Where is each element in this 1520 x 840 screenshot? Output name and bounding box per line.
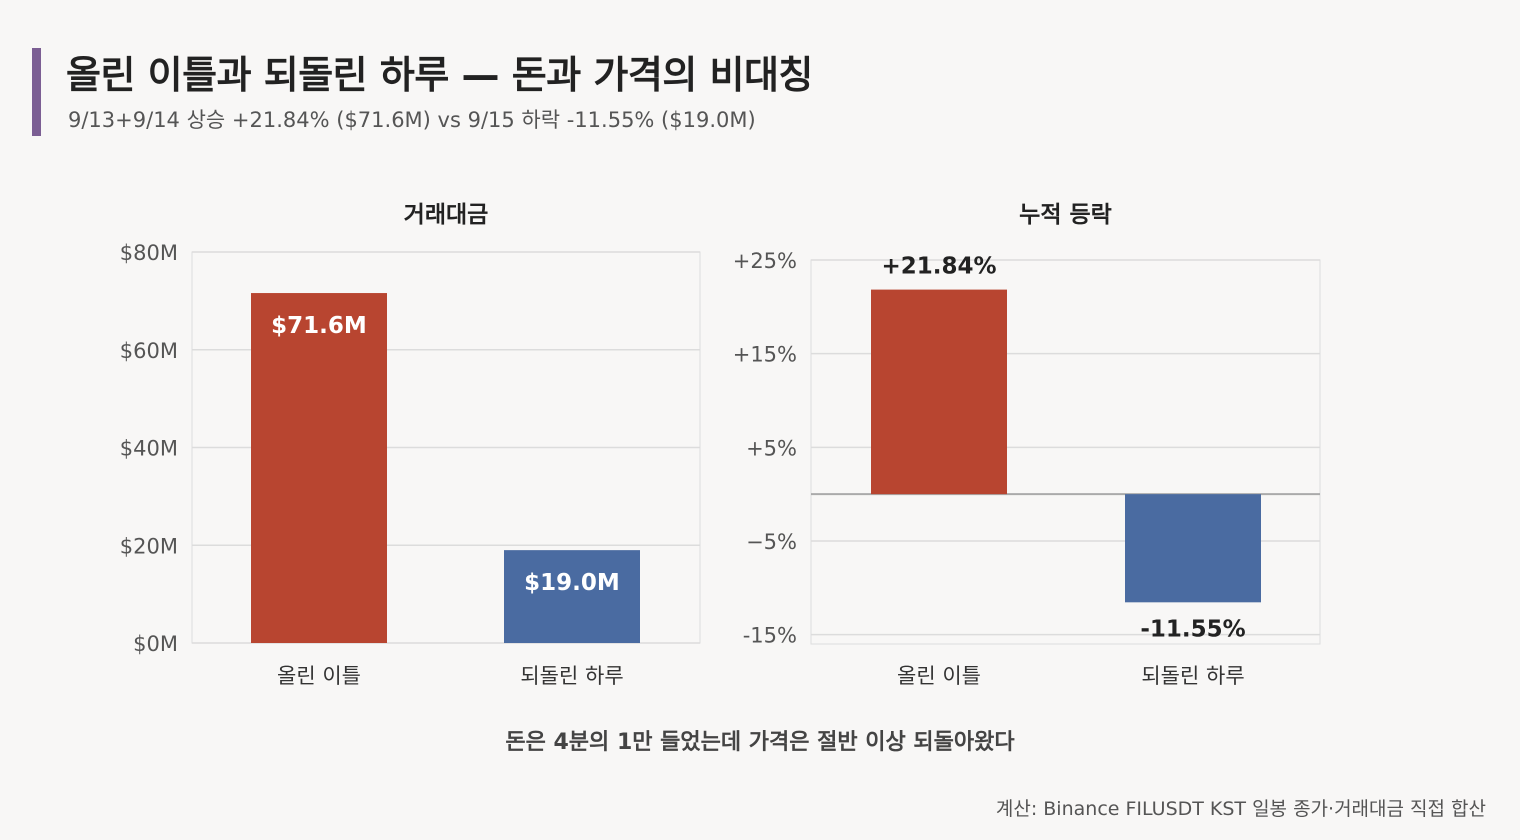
x-category-label: 올린 이틀 bbox=[897, 664, 981, 688]
y-tick-label: $40M bbox=[120, 437, 178, 461]
y-tick-label: $20M bbox=[120, 534, 178, 558]
x-category-label: 올린 이틀 bbox=[277, 664, 361, 688]
x-category-label: 되돌린 하루 bbox=[520, 664, 623, 688]
chart-title: 누적 등락 bbox=[1019, 202, 1112, 228]
source-note: 계산: Binance FILUSDT KST 일봉 종가·거래대금 직접 합산 bbox=[995, 798, 1486, 820]
y-tick-label: -15% bbox=[743, 624, 797, 648]
y-tick-label: $60M bbox=[120, 339, 178, 363]
chart-caption: 돈은 4분의 1만 들었는데 가격은 절반 이상 되돌아왔다 bbox=[505, 730, 1015, 755]
bar-up bbox=[251, 293, 387, 643]
page-subtitle: 9/13+9/14 상승 +21.84% ($71.6M) vs 9/15 하락… bbox=[68, 108, 756, 132]
chart-title: 거래대금 bbox=[404, 202, 489, 228]
bar-up bbox=[871, 289, 1007, 495]
y-tick-label: −5% bbox=[746, 530, 797, 554]
data-label: $19.0M bbox=[524, 570, 620, 596]
volume-chart: $0M $20M $40M $60M $80M 거래대금 $71.6M 올린 이틀 $19.0M… bbox=[120, 202, 701, 688]
data-label: -11.55% bbox=[1140, 616, 1245, 642]
bar-down bbox=[1125, 494, 1261, 603]
change-chart: -15% −5% +5% +15% +25% 누적 등락 +21.84% 올린 이틀 -11.5… bbox=[733, 202, 1321, 688]
title-accent-bar bbox=[32, 48, 41, 136]
data-label: +21.84% bbox=[881, 254, 996, 280]
page-title: 올린 이틀과 되돌린 하루 — 돈과 가격의 비대칭 bbox=[66, 53, 813, 97]
y-tick-label: $80M bbox=[120, 241, 178, 265]
y-tick-label: +5% bbox=[746, 436, 797, 460]
y-tick-label: +25% bbox=[733, 249, 797, 273]
y-tick-label: $0M bbox=[133, 632, 178, 656]
x-category-label: 되돌린 하루 bbox=[1141, 664, 1244, 688]
bar-down bbox=[504, 550, 640, 643]
data-label: $71.6M bbox=[271, 313, 367, 339]
y-tick-label: +15% bbox=[733, 343, 797, 367]
